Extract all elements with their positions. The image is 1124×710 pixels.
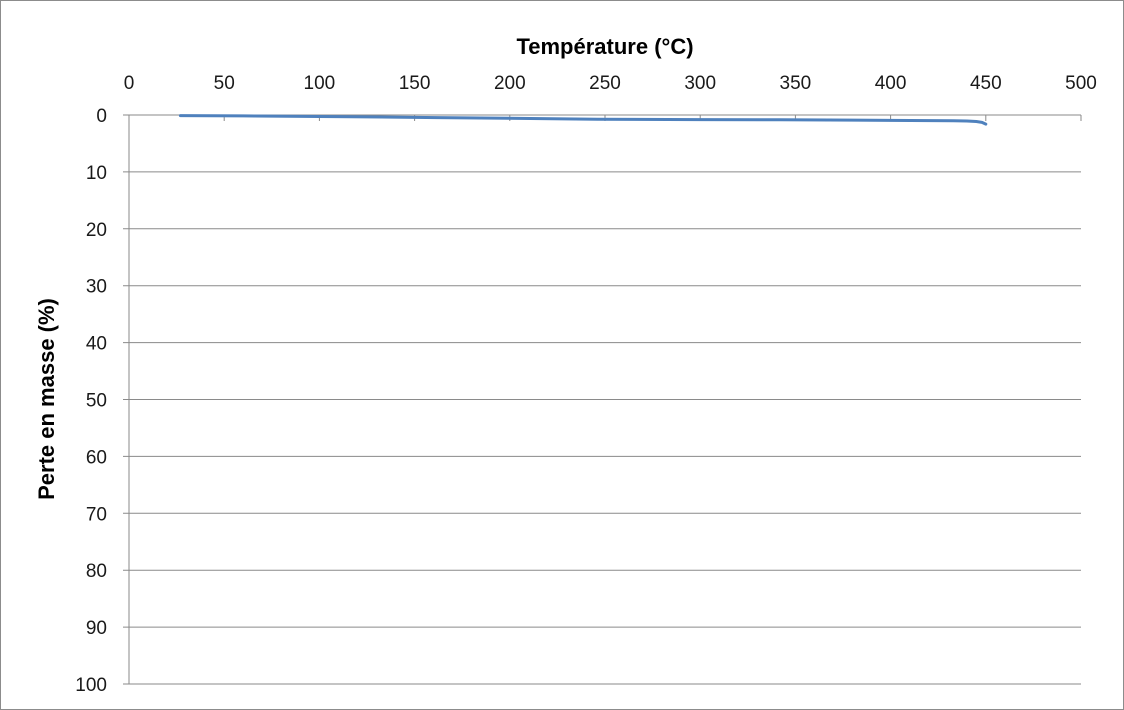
x-tick-label: 250: [589, 73, 621, 94]
x-tick-label: 200: [494, 73, 526, 94]
x-tick-label: 50: [214, 73, 235, 94]
y-tick-label: 90: [86, 618, 107, 639]
y-tick-label: 80: [86, 561, 107, 582]
y-axis-title: Perte en masse (%): [34, 298, 59, 500]
x-tick-label: 350: [780, 73, 812, 94]
y-tick-label: 50: [86, 391, 107, 412]
x-tick-label: 0: [124, 73, 135, 94]
x-tick-label: 500: [1065, 73, 1097, 94]
label-layer: 0 10 20 30 40 50 60 70 80 90 100 0 50 100 150 200 250 300…: [75, 73, 1097, 696]
y-tick-label: 40: [86, 334, 107, 355]
y-tick-label: 30: [86, 277, 107, 298]
x-tick-label: 300: [684, 73, 716, 94]
x-axis-title: Température (°C): [516, 34, 693, 59]
y-tick-label: 10: [86, 163, 107, 184]
grid-layer: [123, 114, 1081, 685]
y-tick-label: 60: [86, 447, 107, 468]
series-line: [178, 114, 988, 126]
x-tick-label: 100: [304, 73, 336, 94]
y-tick-label: 70: [86, 504, 107, 525]
x-tick-label: 150: [399, 73, 431, 94]
y-tick-label: 0: [96, 106, 107, 127]
y-tick-label: 20: [86, 220, 107, 241]
y-tick-label: 100: [75, 675, 107, 696]
series-layer: [178, 114, 988, 126]
x-tick-label: 450: [970, 73, 1002, 94]
x-tick-label: 400: [875, 73, 907, 94]
